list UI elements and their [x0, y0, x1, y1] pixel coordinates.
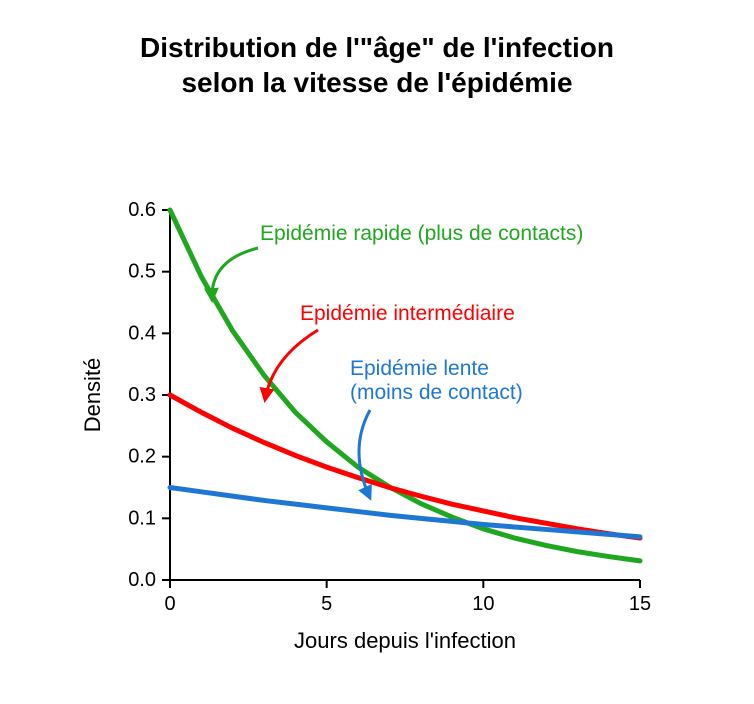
y-tick-label: 0.6 — [128, 199, 156, 221]
y-tick-label: 0.1 — [128, 507, 156, 529]
y-tick-label: 0.4 — [128, 322, 156, 344]
annotation-rapide: Epidémie rapide (plus de contacts) — [260, 222, 583, 245]
arrow-rapide — [212, 248, 258, 300]
arrow-lente — [359, 410, 370, 498]
x-tick-label: 15 — [629, 593, 651, 615]
x-axis-label: Jours depuis l'infection — [294, 628, 516, 653]
y-tick-label: 0.5 — [128, 261, 156, 283]
annotation-lente: Epidémie lente — [350, 357, 489, 380]
y-axis-label: Densité — [80, 358, 105, 433]
y-tick-label: 0.2 — [128, 446, 156, 468]
y-tick-label: 0.0 — [128, 569, 156, 591]
x-tick-label: 0 — [164, 593, 175, 615]
annotation-intermediaire: Epidémie intermédiaire — [300, 302, 515, 325]
chart-svg: 0.0 0.1 0.2 0.3 0.4 0.5 0.6 0 5 10 15 Jours depuis … — [0, 0, 754, 704]
x-tick-label: 5 — [321, 593, 332, 615]
chart-container: 0.0 0.1 0.2 0.3 0.4 0.5 0.6 0 5 10 15 Jours depuis … — [0, 0, 754, 704]
x-tick-label: 10 — [472, 593, 494, 615]
page: { "title": { "line1": "Distribution de l… — [0, 0, 754, 704]
y-tick-label: 0.3 — [128, 384, 156, 406]
annotation-lente: (moins de contact) — [350, 381, 523, 404]
